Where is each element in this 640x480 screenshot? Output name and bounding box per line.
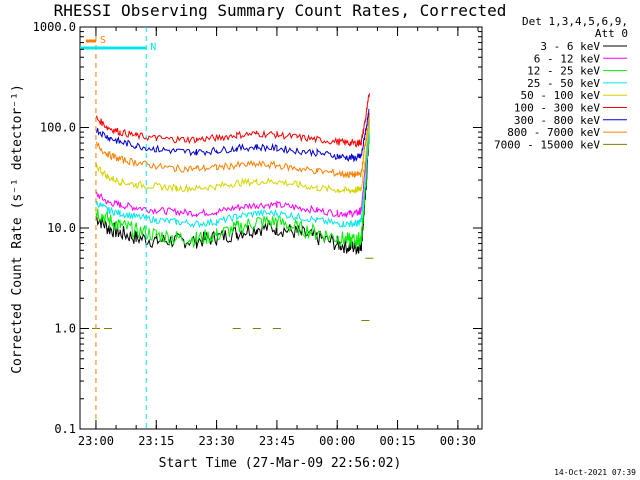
data-layer: SN: [80, 27, 373, 429]
chart-title: RHESSI Observing Summary Count Rates, Co…: [54, 1, 507, 20]
legend-label-2: 6 - 12 keV: [534, 52, 601, 65]
legend-label-6: 100 - 300 keV: [514, 102, 600, 115]
legend-label-4: 25 - 50 keV: [527, 77, 600, 90]
x-axis-label: Start Time (27-Mar-09 22:56:02): [159, 456, 402, 471]
y-tick-label: 100.0: [40, 121, 76, 135]
legend-header-2: Att 0: [595, 27, 628, 40]
x-tick-label: 23:45: [259, 434, 295, 448]
timestamp: 14-Oct-2021 07:39: [554, 468, 636, 477]
x-tick-label: 23:00: [78, 434, 114, 448]
legend-label-5: 50 - 100 keV: [521, 89, 601, 102]
y-tick-label: 1000.0: [33, 20, 76, 34]
legend-label-7: 300 - 800 keV: [514, 114, 600, 127]
series-line-5: [96, 119, 369, 193]
y-tick-label: 1.0: [54, 322, 76, 336]
x-tick-label: 23:30: [199, 434, 235, 448]
legend-label-8: 800 - 7000 keV: [507, 126, 600, 139]
y-tick-label: 10.0: [47, 221, 76, 235]
y-tick-label: 0.1: [54, 422, 76, 436]
legend-label-3: 12 - 25 keV: [527, 65, 600, 78]
y-axis-label: Corrected Count Rate (s⁻¹ detector⁻¹): [10, 84, 25, 374]
series-line-6: [96, 93, 369, 146]
legend-label-1: 3 - 6 keV: [540, 40, 600, 53]
flag-label-s: S: [100, 35, 106, 46]
x-tick-label: 00:00: [319, 434, 355, 448]
flag-label-n: N: [150, 42, 156, 53]
x-tick-label: 00:30: [440, 434, 476, 448]
legend-label-9: 7000 - 15000 keV: [494, 138, 600, 151]
x-tick-label: 23:15: [138, 434, 174, 448]
series-line-9: [92, 258, 373, 328]
x-tick-label: 00:15: [379, 434, 415, 448]
